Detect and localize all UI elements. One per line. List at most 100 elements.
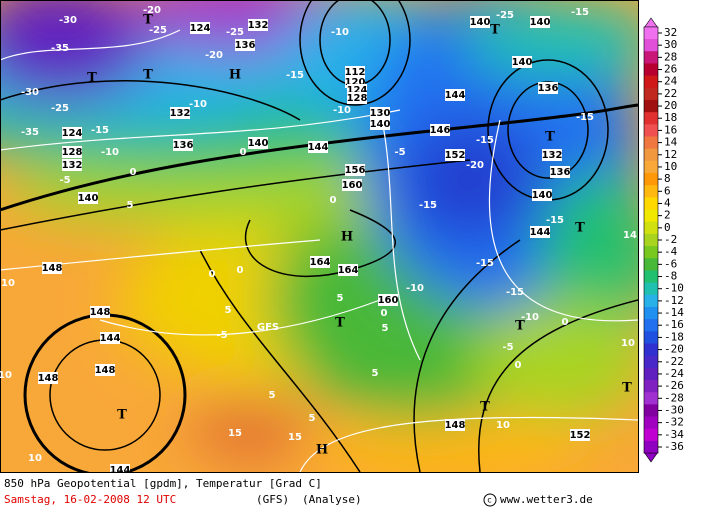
- legend-swatch: [644, 63, 658, 77]
- legend-swatch: [644, 99, 658, 113]
- legend-label: 32: [664, 26, 677, 39]
- contour-label: 144: [308, 142, 329, 153]
- label-box: [248, 137, 268, 149]
- contour-label: 148: [95, 365, 116, 376]
- contour-label: -15: [546, 215, 564, 226]
- legend-swatch: [644, 87, 658, 101]
- contour-label: 132: [542, 150, 563, 161]
- contour-label: 148: [90, 307, 111, 318]
- pressure-center: T: [480, 400, 490, 415]
- label-box: [248, 19, 268, 31]
- footer-source: www.wetter3.de: [500, 493, 593, 506]
- legend-label: 26: [664, 63, 677, 76]
- label-box: [310, 256, 330, 268]
- label-box: [308, 141, 328, 153]
- legend-swatch: [644, 282, 658, 296]
- label-box: [345, 66, 365, 78]
- legend-label: -4: [664, 245, 678, 258]
- legend-swatch: [644, 26, 658, 40]
- contour-label: 0: [240, 147, 247, 158]
- legend-swatch: [644, 270, 658, 284]
- legend-label: 2: [664, 209, 671, 222]
- contour-label: -20: [205, 50, 223, 61]
- contour-label: 148: [38, 373, 59, 384]
- pressure-center: T: [490, 23, 500, 38]
- label-box: [550, 166, 570, 178]
- legend-label: -20: [664, 343, 684, 356]
- contour-label: -30: [21, 87, 39, 98]
- label-box: [445, 419, 465, 431]
- contour-label: -25: [149, 25, 167, 36]
- contour-label: 112: [345, 67, 366, 78]
- contour-label: -15: [91, 125, 109, 136]
- legend-label: 10: [664, 160, 677, 173]
- contour-label: 160: [342, 180, 363, 191]
- legend-label: -36: [664, 440, 684, 453]
- contour-label: 156: [345, 165, 366, 176]
- contour-label: 124: [62, 128, 83, 139]
- contour-label: -15: [571, 7, 589, 18]
- legend-label: 14: [664, 136, 678, 149]
- contour-label: -10: [406, 283, 424, 294]
- pressure-center: H: [229, 68, 241, 83]
- legend-swatch: [644, 294, 658, 308]
- legend-label: 16: [664, 123, 677, 136]
- contour-label: -25: [496, 10, 514, 21]
- legend-swatch: [644, 112, 658, 125]
- label-box: [445, 89, 465, 101]
- contour-label: 5: [372, 368, 379, 379]
- pressure-center: T: [622, 381, 632, 396]
- pressure-center: T: [575, 221, 585, 236]
- legend-label: -6: [664, 257, 677, 270]
- label-box: [370, 118, 390, 130]
- contour-label: 132: [248, 20, 269, 31]
- contour-label: -10: [331, 27, 349, 38]
- label-box: [95, 364, 115, 376]
- legend-swatch: [644, 233, 658, 247]
- label-box: [100, 332, 120, 344]
- contour-label: 136: [538, 83, 559, 94]
- contour-label: -15: [476, 135, 494, 146]
- contour-label: -5: [394, 147, 405, 158]
- contour-label: 0: [381, 308, 388, 319]
- legend-swatch: [644, 221, 658, 235]
- contour-label: -15: [476, 258, 494, 269]
- label-box: [370, 107, 390, 119]
- legend-swatch: [644, 440, 658, 454]
- contour-label: 124: [347, 85, 368, 96]
- contour-label: 164: [310, 257, 331, 268]
- label-box: [62, 127, 82, 139]
- contour-label: 152: [445, 150, 466, 161]
- contour-label: 5: [382, 323, 389, 334]
- contour-label: -25: [226, 27, 244, 38]
- contour-label: 160: [378, 295, 399, 306]
- legend-swatch: [644, 380, 658, 393]
- contour-label: 15: [288, 432, 302, 443]
- contour-label: -20: [466, 160, 484, 171]
- contour-label: 136: [173, 140, 194, 151]
- legend-swatch: [644, 404, 658, 418]
- contour-label: 5: [127, 200, 134, 211]
- contour-label: 140: [530, 17, 551, 28]
- legend-label: 8: [664, 172, 671, 185]
- contour-label: 10: [621, 338, 635, 349]
- contour-label: -15: [419, 200, 437, 211]
- label-box: [512, 56, 532, 68]
- contour-label: 140: [78, 193, 99, 204]
- legend-swatch: [644, 185, 658, 198]
- label-box: [62, 146, 82, 158]
- contour-label: 0: [130, 167, 137, 178]
- legend-swatch: [644, 246, 658, 259]
- contour-label: -10: [521, 312, 539, 323]
- legend-label: -34: [664, 428, 684, 441]
- contour-label: 10: [28, 453, 42, 464]
- label-box: [78, 192, 98, 204]
- legend-label: -14: [664, 306, 684, 319]
- legend-arrow-top: [643, 17, 659, 29]
- legend-label: -8: [664, 270, 677, 283]
- contour-label: 10: [496, 420, 510, 431]
- contour-label: 144: [100, 333, 121, 344]
- label-box: [532, 189, 552, 201]
- label-box: [538, 82, 558, 94]
- legend-swatch: [644, 355, 658, 369]
